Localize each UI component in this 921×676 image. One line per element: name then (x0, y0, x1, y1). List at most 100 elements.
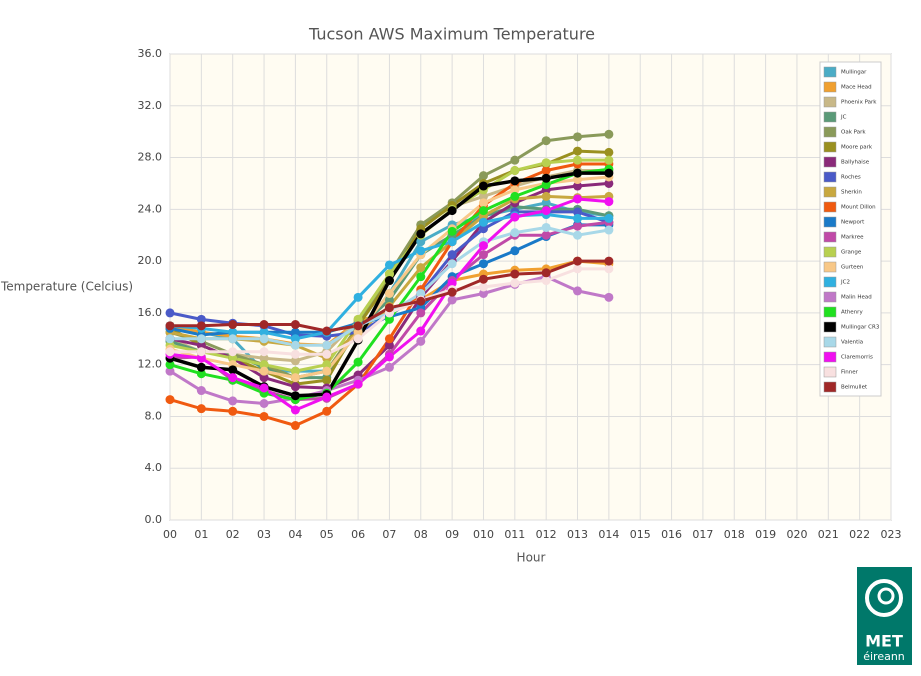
legend-swatch (823, 291, 837, 303)
data-point (196, 362, 206, 372)
data-point (290, 421, 300, 431)
y-tick-label: 8.0 (145, 409, 163, 422)
x-tick-label: 015 (630, 528, 651, 541)
x-tick-label: 016 (661, 528, 682, 541)
data-point (290, 356, 300, 366)
data-point (290, 334, 300, 344)
data-point (541, 268, 551, 278)
data-point (447, 295, 457, 305)
data-point (573, 181, 583, 191)
data-point (384, 295, 394, 305)
legend-swatch (823, 246, 837, 258)
y-tick-label: 36.0 (138, 47, 163, 60)
data-point (604, 213, 614, 223)
data-point (604, 155, 614, 165)
logo: MET éireann (857, 567, 912, 665)
x-tick-label: 09 (445, 528, 459, 541)
data-point (541, 180, 551, 190)
x-tick-label: 023 (881, 528, 902, 541)
data-point (228, 347, 238, 357)
data-point (447, 250, 457, 260)
legend-swatch (823, 141, 837, 153)
data-point (573, 286, 583, 296)
legend-swatch (823, 261, 837, 273)
legend-label: Moore park (841, 145, 873, 151)
data-point (541, 173, 551, 183)
series-lines (165, 129, 614, 431)
data-point (510, 269, 520, 279)
data-point (196, 369, 206, 379)
data-point (510, 155, 520, 165)
data-point (353, 292, 363, 302)
data-point (604, 178, 614, 188)
data-point (447, 237, 457, 247)
data-point (228, 327, 238, 337)
data-point (573, 264, 583, 274)
legend-label: Finner (841, 370, 859, 376)
data-point (384, 340, 394, 350)
grid: 0.0 4.0 8.0 12.0 16.0 20.0 24.0 28.0 32.0 36.0 00 0… (138, 47, 902, 541)
data-point (447, 259, 457, 269)
data-point (604, 129, 614, 139)
data-point (510, 246, 520, 256)
data-point (573, 168, 583, 178)
data-point (604, 197, 614, 207)
legend-label: Phoenix Park (841, 100, 877, 106)
data-point (384, 314, 394, 324)
data-point (322, 340, 332, 350)
legend-label: Gurteen (841, 265, 864, 271)
data-point (541, 206, 551, 216)
data-point (573, 146, 583, 156)
y-tick-label: 4.0 (145, 461, 163, 474)
x-tick-label: 02 (226, 528, 240, 541)
data-point (573, 207, 583, 217)
data-point (228, 396, 238, 406)
data-point (416, 288, 426, 298)
legend-label: Claremorris (841, 355, 873, 361)
data-point (322, 406, 332, 416)
data-point (604, 147, 614, 157)
data-point (384, 362, 394, 372)
x-tick-label: 010 (473, 528, 494, 541)
data-point (165, 321, 175, 331)
data-point (290, 382, 300, 392)
y-tick-label: 28.0 (138, 151, 163, 164)
data-point (416, 246, 426, 256)
legend-swatch (823, 186, 837, 198)
data-point (196, 404, 206, 414)
legend-label: Mace Head (841, 85, 872, 91)
legend-label: Malin Head (841, 295, 872, 301)
legend-label: Valentia (841, 340, 863, 346)
data-point (353, 321, 363, 331)
x-tick-label: 01 (194, 528, 208, 541)
legend-label: Athenry (841, 310, 863, 316)
data-point (604, 264, 614, 274)
data-point (510, 212, 520, 222)
data-point (416, 272, 426, 282)
legend-label: Oak Park (841, 130, 866, 136)
logo-swirl (877, 587, 895, 605)
data-point (541, 222, 551, 232)
data-point (510, 185, 520, 195)
legend-label: Newport (841, 220, 865, 226)
x-tick-label: 014 (598, 528, 619, 541)
data-point (447, 287, 457, 297)
legend-label: Belmullet (841, 385, 868, 391)
data-point (322, 349, 332, 359)
data-point (510, 228, 520, 238)
data-point (290, 320, 300, 330)
data-point (384, 288, 394, 298)
legend-label: Mullingar CR3 (841, 325, 880, 331)
data-point (165, 360, 175, 370)
data-point (604, 225, 614, 235)
data-point (478, 274, 488, 284)
data-point (196, 353, 206, 363)
data-point (541, 166, 551, 175)
data-point (228, 320, 238, 330)
data-point (604, 256, 614, 266)
legend-swatch (823, 216, 837, 228)
data-point (228, 373, 238, 383)
x-axis-label: Hour (517, 551, 546, 565)
data-point (196, 321, 206, 331)
data-point (478, 181, 488, 191)
